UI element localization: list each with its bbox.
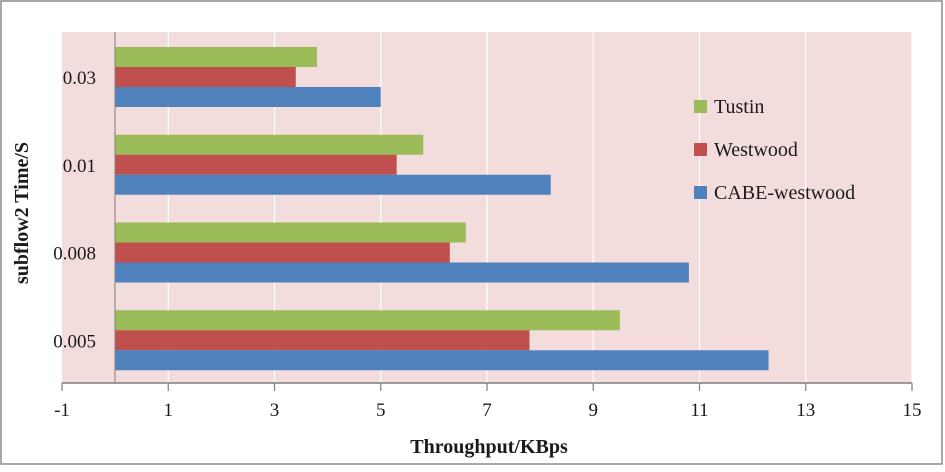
y-tick-label: 0.01 [63,156,96,177]
bar-cabe-westwood [115,87,381,107]
legend-swatch [694,186,707,199]
legend-swatch [694,143,707,156]
bar-westwood [115,154,397,175]
bars [115,47,769,371]
y-tick-label: 0.005 [53,331,96,352]
legend-swatch [694,100,707,113]
x-tick-label: 13 [796,400,815,421]
bar-tustin [115,134,424,155]
bar-westwood [115,67,296,87]
axes [61,32,913,391]
x-tick-label: 15 [903,400,922,421]
x-tick-label: 11 [690,400,708,421]
y-tick-label: 0.03 [63,68,96,89]
x-tick-label: 7 [482,400,492,421]
bar-cabe-westwood [115,262,689,283]
bar-cabe-westwood [115,350,769,371]
y-tick-label: 0.008 [53,244,96,265]
legend-label: Westwood [714,139,798,161]
x-axis-title: Throughput/KBps [410,436,568,458]
bar-tustin [115,47,317,67]
legend-label: CABE-westwood [714,182,855,204]
x-tick-label: 5 [376,400,386,421]
bar-tustin [115,310,620,331]
x-tick-labels: -1 1 3 5 7 9 11 13 15 [54,400,921,421]
legend-label: Tustin [714,96,764,118]
bar-tustin [115,222,466,243]
legend: Tustin Westwood CABE-westwood [694,96,855,204]
bar-cabe-westwood [115,174,551,195]
bar-westwood [115,242,450,263]
x-tick-label: -1 [54,400,70,421]
bar-westwood [115,330,530,351]
y-axis-title: subflow2 Time/S [11,142,33,284]
y-tick-labels: 0.03 0.01 0.008 0.005 [53,68,96,352]
x-tick-label: 1 [164,400,174,421]
x-tick-label: 9 [589,400,599,421]
x-tick-label: 3 [270,400,280,421]
